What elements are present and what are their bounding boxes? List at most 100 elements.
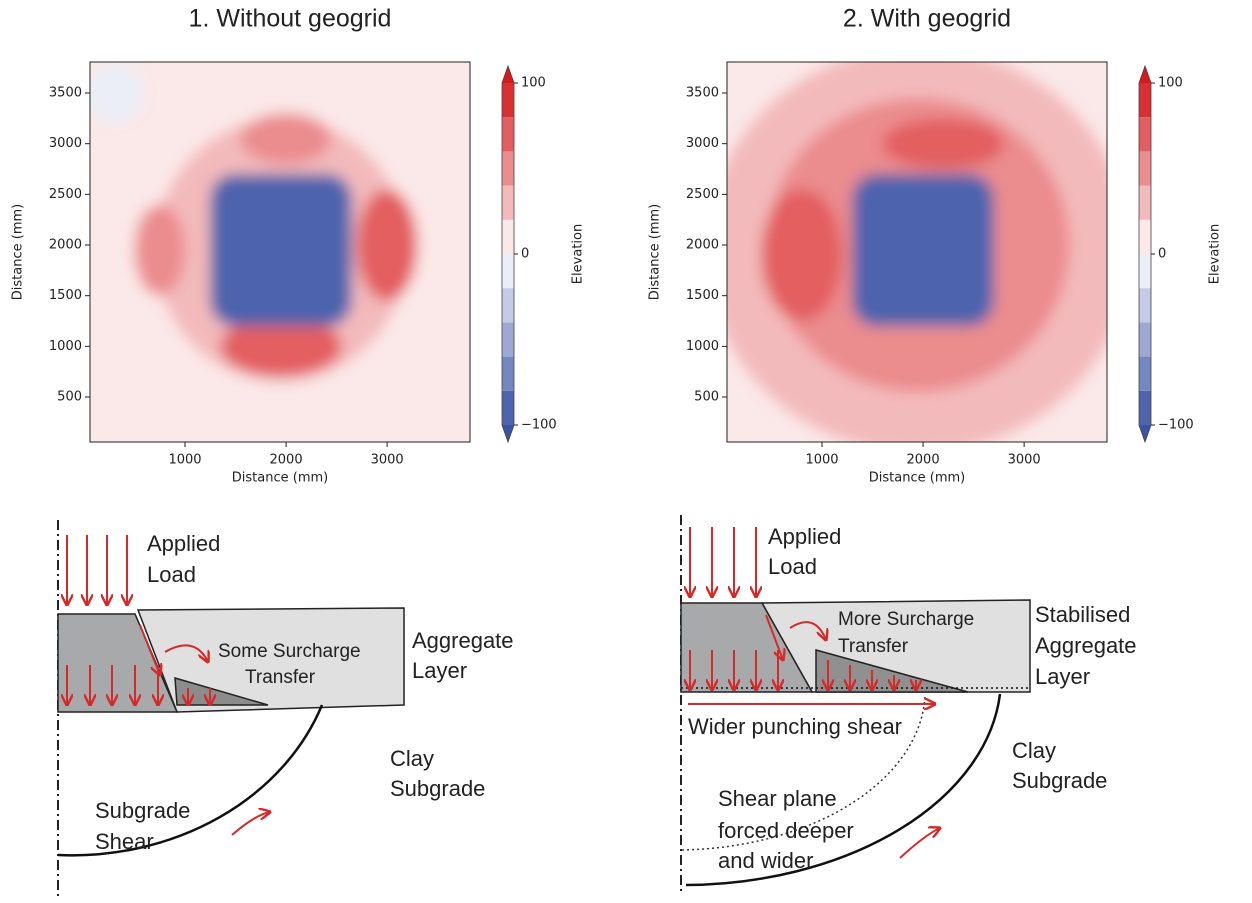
label: Aggregate [1035,633,1137,658]
colorbar-band [1139,322,1151,357]
y-tick-label: 1500 [49,288,82,303]
colorbar-tick-label: 100 [1158,76,1183,91]
label: Wider punching shear [688,714,902,739]
colorbar-band [502,356,514,391]
surcharge-wedge [174,676,269,706]
y-tick-label: 2000 [49,238,82,253]
chart-title: 1. Without geogrid [189,5,392,33]
colorbar-band [502,83,514,118]
x-axis-label: Distance (mm) [232,471,328,486]
label: and wider [718,848,813,873]
region [852,174,994,327]
colorbar-band [1139,390,1151,425]
colorbar-label: Elevation [571,224,586,284]
punched-block [680,602,814,693]
y-tick-label: 2500 [49,187,82,202]
x-tick-label: 1000 [168,453,201,468]
old-shear-arc [680,696,926,851]
region [993,194,1055,296]
colorbar-band [502,117,514,152]
load-arrows [67,535,270,836]
label: Clay [1012,738,1056,763]
x-tick-label: 2000 [907,453,940,468]
colorbar-extend [502,425,514,442]
field [90,62,470,442]
diagram-with-geogrid: Applied Load More Surcharge Transfer Sta… [680,515,1137,895]
y-tick-label: 500 [694,390,719,405]
label: Transfer [245,667,316,688]
region [356,189,418,301]
label: Subgrade [1012,768,1107,793]
region [134,204,185,296]
load-arrows [688,527,940,859]
y-tick-label: 500 [57,390,82,405]
label: Applied [768,524,841,549]
y-tick-label: 1000 [686,339,719,354]
colorbar-band [1139,254,1151,289]
region [90,62,145,124]
regions [90,62,458,428]
label: Load [147,562,196,587]
colorbar-band [502,322,514,357]
colorbar-extend [502,66,514,83]
field [727,62,1107,442]
label: Aggregate [412,628,514,653]
y-tick-label: 3000 [49,136,82,151]
label: Shear plane [718,786,837,811]
label: Subgrade [390,776,485,801]
label: Layer [1035,664,1090,689]
label: Stabilised [1035,602,1130,627]
colorbar-band [1139,288,1151,323]
y-tick-label: 3500 [49,86,82,101]
y-tick-label: 3000 [686,136,719,151]
chart-title: 2. With geogrid [843,5,1011,33]
y-tick-label: 2500 [686,187,719,202]
colorbar-label: Elevation [1208,224,1223,284]
colorbar-band [1139,117,1151,152]
colorbar-band [502,254,514,289]
label: Clay [390,746,434,771]
colorbar-tick-label: 0 [521,247,529,262]
label: Transfer [838,636,909,657]
region [240,113,332,164]
colorbar-tick-label: −100 [1158,418,1194,433]
x-tick-label: 3000 [371,453,404,468]
label: Load [768,554,817,579]
y-tick-label: 1500 [686,288,719,303]
plot-frame [726,61,1108,443]
y-axis-label: Distance (mm) [11,204,26,300]
label: Subgrade [95,798,190,823]
colorbar-tick-label: −100 [521,418,557,433]
y-tick-label: 1000 [49,339,82,354]
colorbar: −100 0 100 Elevation [1138,64,1223,444]
y-tick-label: 3500 [686,86,719,101]
colorbar-band [1139,185,1151,220]
label: Shear [95,829,154,854]
x-tick-label: 2000 [270,453,303,468]
shear-arc [685,693,1002,887]
region [882,118,1004,170]
label: Layer [412,658,467,683]
region [220,315,342,377]
colorbar-band [502,151,514,186]
y-axis-label: Distance (mm) [648,204,663,300]
colorbar-extend [1139,425,1151,442]
punched-block [57,613,179,713]
colorbar-band [502,288,514,323]
x-tick-label: 1000 [805,453,838,468]
x-axis-label: Distance (mm) [869,471,965,486]
label: forced deeper [718,818,854,843]
label: More Surcharge [838,609,974,630]
colorbar-band [502,219,514,254]
colorbar-band [502,390,514,425]
colorbar: −100 0 100 Elevation [501,64,586,444]
regions [727,62,1107,442]
x-tick-label: 3000 [1008,453,1041,468]
colorbar-band [1139,219,1151,254]
diagram-without-geogrid: Applied Load Some Surcharge Transfer Agg… [57,520,514,900]
colorbar-band [502,185,514,220]
region [210,174,352,327]
